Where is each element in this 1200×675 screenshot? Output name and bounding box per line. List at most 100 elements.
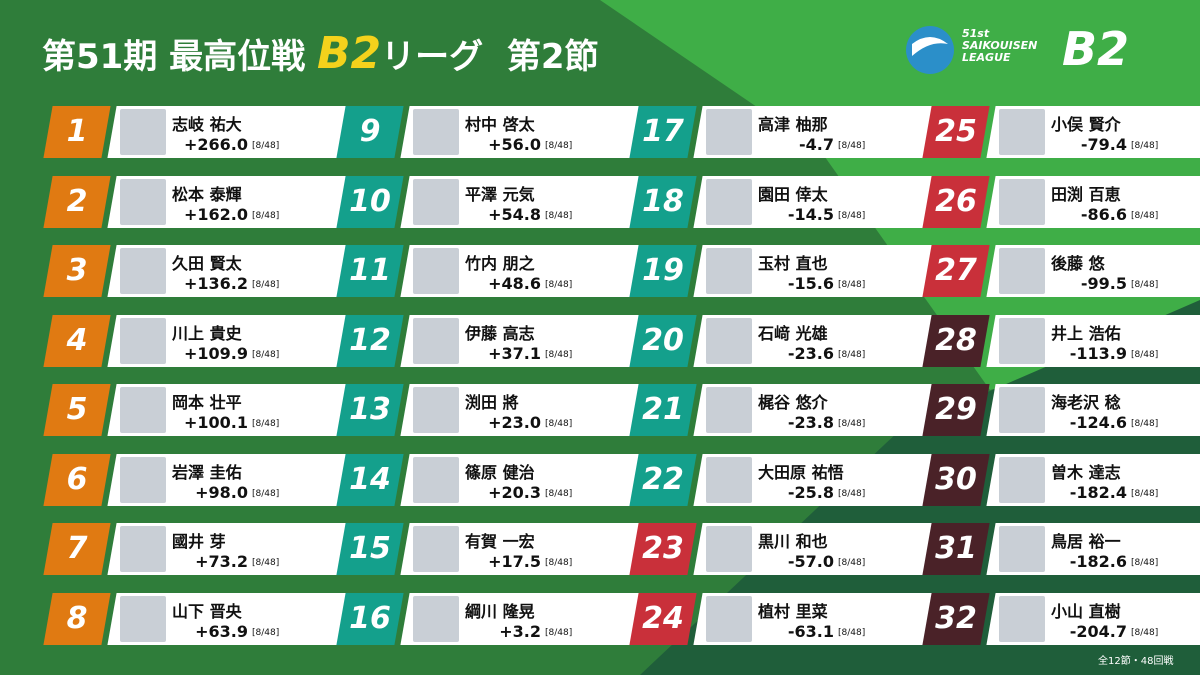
player-photo bbox=[120, 387, 166, 433]
logo-league: B2 bbox=[1062, 22, 1130, 76]
player-name: 玉村 直也 bbox=[758, 254, 828, 273]
player-photo bbox=[999, 109, 1045, 155]
player-photo bbox=[999, 456, 1045, 503]
player-score: -25.8 bbox=[787, 482, 834, 502]
player-name: 大田原 祐悟 bbox=[758, 462, 844, 482]
player-games: [8/48] bbox=[838, 558, 866, 568]
rank: 31 bbox=[935, 531, 977, 566]
title-suffix: リーグ bbox=[381, 37, 484, 77]
player-photo bbox=[706, 456, 752, 503]
player-name: 井上 浩佑 bbox=[1051, 323, 1121, 343]
player-photo bbox=[413, 317, 459, 364]
player-games: [8/48] bbox=[252, 349, 280, 360]
player-photo bbox=[120, 178, 166, 225]
player-score: -113.9 bbox=[1069, 343, 1127, 363]
player-games: [8/48] bbox=[545, 280, 573, 290]
player-photo bbox=[413, 526, 459, 572]
footer-note: 全12節・48回戦 bbox=[1098, 656, 1174, 667]
rank: 22 bbox=[642, 461, 684, 497]
player-score: -86.6 bbox=[1080, 204, 1127, 224]
rank: 6 bbox=[66, 461, 88, 497]
player-score: -57.0 bbox=[787, 552, 834, 571]
player-photo bbox=[413, 248, 459, 294]
player-name: 曽木 達志 bbox=[1051, 462, 1121, 482]
rank: 4 bbox=[66, 322, 88, 358]
player-games: [8/48] bbox=[545, 419, 573, 429]
player-name: 園田 倖太 bbox=[758, 184, 828, 204]
rank: 11 bbox=[349, 253, 391, 288]
rank: 2 bbox=[66, 183, 88, 219]
player-photo bbox=[999, 248, 1045, 294]
player-photo bbox=[413, 456, 459, 503]
player-score: +266.0 bbox=[183, 135, 248, 154]
player-name: 有賀 一宏 bbox=[465, 532, 535, 551]
rank: 15 bbox=[349, 531, 391, 566]
player-photo bbox=[706, 317, 752, 364]
player-games: [8/48] bbox=[838, 210, 866, 221]
player-photo bbox=[120, 595, 166, 642]
player-games: [8/48] bbox=[838, 488, 866, 499]
rank: 21 bbox=[642, 392, 684, 427]
player-games: [8/48] bbox=[545, 210, 573, 221]
player-photo bbox=[706, 595, 752, 642]
player-photo bbox=[413, 178, 459, 225]
player-score: -182.4 bbox=[1069, 482, 1127, 502]
player-name: 國井 芽 bbox=[172, 532, 226, 551]
player-games: [8/48] bbox=[1131, 210, 1159, 221]
player-photo bbox=[999, 526, 1045, 572]
player-photo bbox=[706, 178, 752, 225]
player-name: 篠原 健治 bbox=[465, 462, 535, 482]
player-score: +20.3 bbox=[488, 482, 541, 502]
player-name: 黒川 和也 bbox=[758, 532, 828, 551]
rank: 13 bbox=[349, 392, 391, 427]
rank: 3 bbox=[66, 253, 88, 288]
player-photo bbox=[120, 456, 166, 503]
player-photo bbox=[706, 387, 752, 433]
player-score: +56.0 bbox=[488, 135, 541, 154]
player-score: +109.9 bbox=[183, 343, 248, 363]
rank: 24 bbox=[642, 600, 684, 636]
round: 第2節 bbox=[506, 37, 599, 77]
rank: 29 bbox=[935, 392, 977, 427]
player-score: +3.2 bbox=[499, 621, 541, 641]
player-games: [8/48] bbox=[252, 558, 280, 568]
player-games: [8/48] bbox=[838, 349, 866, 360]
player-name: 竹内 朋之 bbox=[465, 254, 535, 273]
player-games: [8/48] bbox=[545, 349, 573, 360]
player-games: [8/48] bbox=[838, 627, 866, 638]
logo-edition: 51st bbox=[962, 27, 990, 40]
player-score: +17.5 bbox=[488, 552, 541, 571]
player-photo bbox=[413, 109, 459, 155]
player-score: -23.6 bbox=[787, 343, 834, 363]
player-photo bbox=[120, 248, 166, 294]
player-games: [8/48] bbox=[252, 419, 280, 429]
rank: 23 bbox=[642, 531, 684, 566]
player-score: +100.1 bbox=[183, 413, 248, 432]
player-games: [8/48] bbox=[1131, 419, 1159, 429]
player-name: 小俣 賢介 bbox=[1051, 115, 1121, 134]
player-games: [8/48] bbox=[252, 488, 280, 499]
player-score: -15.6 bbox=[787, 274, 834, 293]
rank: 30 bbox=[935, 461, 977, 497]
player-name: 梶谷 悠介 bbox=[758, 393, 828, 412]
player-score: +136.2 bbox=[183, 274, 248, 293]
player-games: [8/48] bbox=[1131, 280, 1159, 290]
player-name: 村中 啓太 bbox=[465, 115, 535, 134]
player-score: -23.8 bbox=[787, 413, 834, 432]
player-photo bbox=[120, 317, 166, 364]
player-score: +48.6 bbox=[488, 274, 541, 293]
rank: 7 bbox=[66, 531, 88, 566]
player-score: -79.4 bbox=[1080, 135, 1127, 154]
player-games: [8/48] bbox=[1131, 141, 1159, 151]
player-games: [8/48] bbox=[1131, 488, 1159, 499]
player-score: +63.9 bbox=[195, 621, 248, 641]
rank: 26 bbox=[935, 183, 977, 219]
title: 第51期 最高位戦 B2リーグ 第2節 bbox=[42, 28, 599, 79]
player-score: -124.6 bbox=[1069, 413, 1127, 432]
player-photo bbox=[706, 109, 752, 155]
rank: 17 bbox=[642, 114, 684, 149]
player-photo bbox=[413, 595, 459, 642]
player-photo bbox=[706, 526, 752, 572]
title-league: B2 bbox=[317, 28, 382, 79]
player-name: 鳥居 裕一 bbox=[1051, 532, 1121, 551]
